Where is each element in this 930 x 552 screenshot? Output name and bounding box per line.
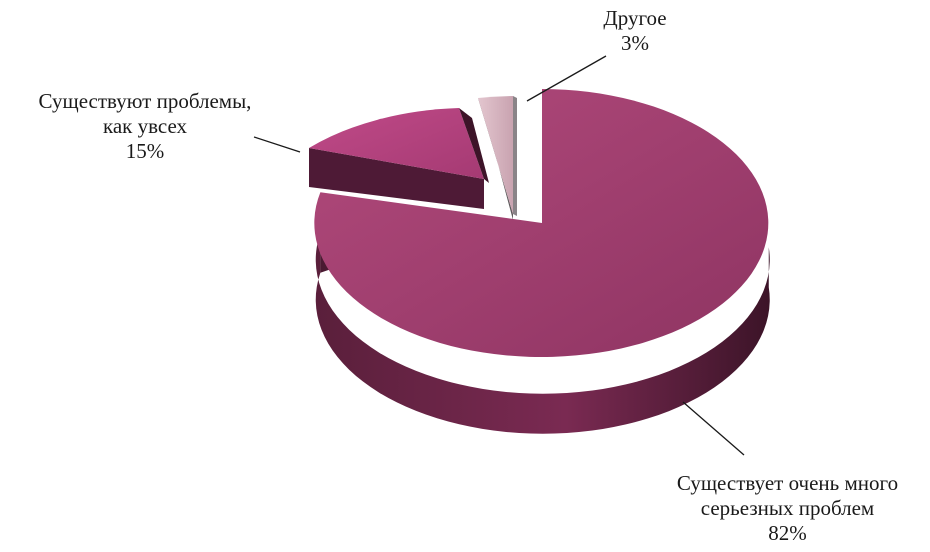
leader-line-other [526,55,607,102]
slice-82 [314,89,769,357]
slice-label-other-value: 3% [621,31,649,55]
slice-82-group [314,89,770,434]
slice-3-right-wall [513,96,517,216]
slice-15-edge [459,108,489,183]
slice-label-other-name: Другое [603,6,667,30]
slice-label-many-problems-line2: серьезных проблем [700,496,875,520]
slice-label-other: Другое 3% [570,6,700,56]
slice-label-many-problems-line1: Существует очень много [676,471,899,495]
slice-label-some-problems-line2: как увсех [102,114,188,138]
slice-15-group [309,108,489,209]
slice-label-some-problems-value: 15% [125,139,165,163]
slice-3 [478,96,513,214]
slice-3-group [478,96,517,220]
slice-label-many-problems-value: 82% [768,521,807,545]
slice-label-some-problems-line1: Существуют проблемы, [38,89,252,113]
slice-82-side [315,232,770,434]
leader-line-some-problems [253,136,301,153]
slice-15-side [309,148,484,209]
slice-label-some-problems: Существуют проблемы, как увсех 15% [0,89,290,164]
leader-line-many-problems [682,401,745,456]
slice-label-many-problems: Существует очень много серьезных проблем… [645,471,930,546]
slice-15 [309,108,484,179]
